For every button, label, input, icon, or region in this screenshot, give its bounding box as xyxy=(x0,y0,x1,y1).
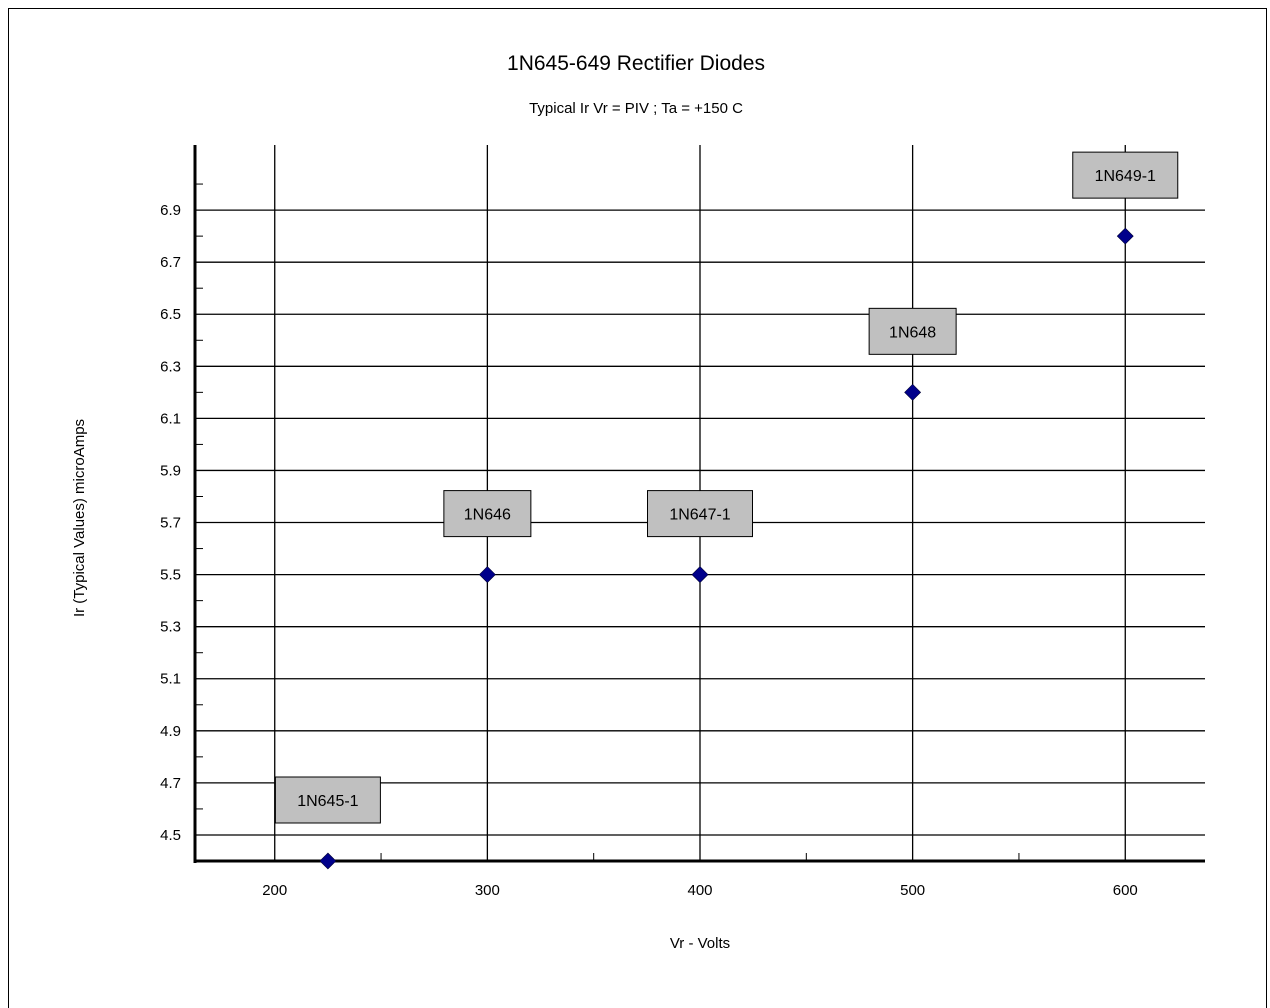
x-tick-label: 200 xyxy=(262,882,287,899)
y-tick-label: 5.1 xyxy=(160,671,181,688)
point-label: 1N645-1 xyxy=(297,793,358,810)
y-axis-label: Ir (Typical Values) microAmps xyxy=(71,419,88,617)
y-tick-label: 4.5 xyxy=(160,827,181,844)
point-label: 1N647-1 xyxy=(669,507,730,524)
point-label-box xyxy=(868,307,957,355)
point-label-box xyxy=(274,776,381,824)
point-label-box xyxy=(1072,151,1179,199)
y-tick-label: 4.9 xyxy=(160,723,181,740)
point-label-box xyxy=(443,490,532,538)
data-point-marker xyxy=(319,852,337,870)
y-tick-label: 6.3 xyxy=(160,358,181,375)
point-label: 1N649-1 xyxy=(1095,168,1156,185)
y-tick-label: 4.7 xyxy=(160,775,181,792)
point-label-box xyxy=(647,490,753,538)
y-tick-label: 6.5 xyxy=(160,306,181,323)
y-tick-label: 6.7 xyxy=(160,254,181,271)
y-tick-label: 5.3 xyxy=(160,619,181,636)
chart-title: 1N645-649 Rectifier Diodes xyxy=(507,52,765,75)
tick-label-layer: 4.5 4.7 4.9 5.1 5.3 5.5 5.7 5.9 6.1 6.3 6.5 6.7 6.9 2… xyxy=(160,202,1138,899)
data-point-marker xyxy=(904,383,922,401)
point-label: 1N646 xyxy=(464,507,511,524)
x-tick-label: 500 xyxy=(900,882,925,899)
x-tick-label: 400 xyxy=(687,882,712,899)
chart-frame xyxy=(8,8,1267,1008)
data-point-marker xyxy=(691,566,709,584)
y-tick-label: 6.1 xyxy=(160,410,181,427)
x-tick-label: 600 xyxy=(1113,882,1138,899)
x-tick-label: 300 xyxy=(475,882,500,899)
data-point-marker xyxy=(1116,227,1134,245)
y-tick-label: 5.9 xyxy=(160,462,181,479)
marker-layer xyxy=(319,227,1134,870)
data-point-marker xyxy=(478,566,496,584)
callout-layer: 1N645-1 1N646 1N647-1 1N648 1N649-1 xyxy=(274,151,1179,824)
point-label: 1N648 xyxy=(889,324,936,341)
y-tick-label: 5.5 xyxy=(160,567,181,584)
x-axis-label: Vr - Volts xyxy=(670,935,730,952)
axis-layer xyxy=(193,145,1205,863)
chart-subtitle: Typical Ir Vr = PIV ; Ta = +150 C xyxy=(529,100,743,117)
y-tick-label: 5.7 xyxy=(160,515,181,532)
y-tick-label: 6.9 xyxy=(160,202,181,219)
